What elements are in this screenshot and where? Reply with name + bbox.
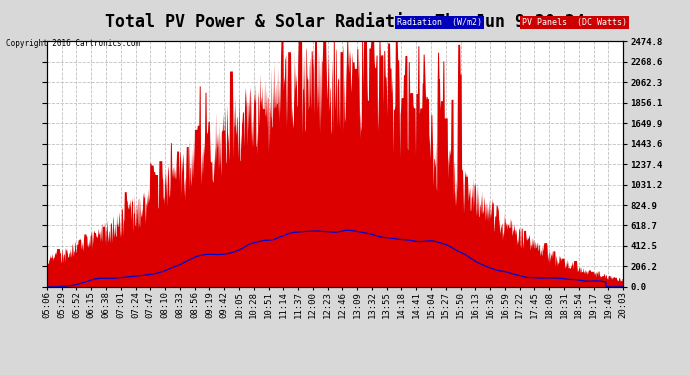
Text: Total PV Power & Solar Radiation Thu Jun 9 20:24: Total PV Power & Solar Radiation Thu Jun… <box>105 13 585 31</box>
Text: PV Panels  (DC Watts): PV Panels (DC Watts) <box>522 18 627 27</box>
Text: Copyright 2016 Cartronics.com: Copyright 2016 Cartronics.com <box>6 39 139 48</box>
Text: Radiation  (W/m2): Radiation (W/m2) <box>397 18 482 27</box>
